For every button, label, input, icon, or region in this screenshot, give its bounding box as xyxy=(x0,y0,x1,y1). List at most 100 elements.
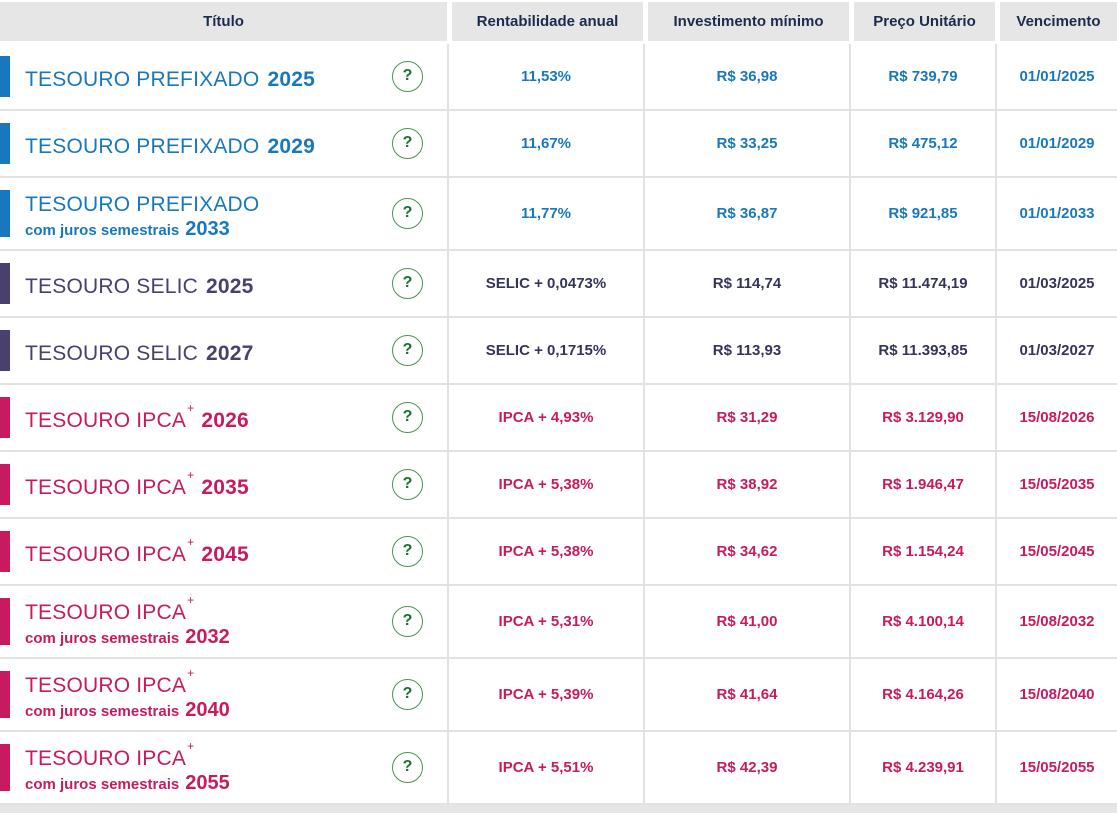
table-header: Título Rentabilidade anual Investimento … xyxy=(0,0,1117,44)
bond-color-bar xyxy=(0,598,10,645)
bond-title-cell[interactable]: TESOURO SELIC 2027 ? xyxy=(0,318,447,383)
table-row: TESOURO IPCA+ com juros semestrais 2055 ?… xyxy=(0,732,1117,805)
annual-rate-cell: 11,67% xyxy=(447,111,643,176)
bond-year: 2033 xyxy=(185,217,230,240)
min-investment-cell: R$ 114,74 xyxy=(643,251,849,316)
bond-name: TESOURO SELIC 2027 xyxy=(25,341,254,365)
annual-rate-cell: IPCA + 5,51% xyxy=(447,732,643,803)
maturity-cell: 01/01/2025 xyxy=(995,44,1117,109)
maturity-cell: 15/08/2026 xyxy=(995,385,1117,450)
maturity-cell: 15/05/2055 xyxy=(995,732,1117,803)
bond-title-cell[interactable]: TESOURO IPCA+ com juros semestrais 2040 ? xyxy=(0,659,447,730)
maturity-cell: 01/01/2029 xyxy=(995,111,1117,176)
unit-price-cell: R$ 1.946,47 xyxy=(849,452,995,517)
bond-name-superscript: + xyxy=(187,534,195,549)
bond-name-superscript: + xyxy=(187,665,195,680)
help-icon[interactable]: ? xyxy=(392,535,423,567)
bond-color-bar xyxy=(0,671,10,718)
bond-name: TESOURO IPCA+2035 xyxy=(25,467,249,499)
unit-price-cell: R$ 4.100,14 xyxy=(849,586,995,657)
bond-title-cell[interactable]: TESOURO IPCA+ com juros semestrais 2032 ? xyxy=(0,586,447,657)
min-investment-cell: R$ 42,39 xyxy=(643,732,849,803)
bond-color-bar xyxy=(0,263,10,304)
bond-subtitle: com juros semestrais 2055 xyxy=(25,771,230,794)
bond-color-bar xyxy=(0,531,10,572)
unit-price-cell: R$ 475,12 xyxy=(849,111,995,176)
bond-title-cell[interactable]: TESOURO IPCA+2026 ? xyxy=(0,385,447,450)
min-investment-cell: R$ 36,87 xyxy=(643,178,849,249)
annual-rate-cell: IPCA + 5,38% xyxy=(447,452,643,517)
table-body: TESOURO PREFIXADO 2025 ? 11,53% R$ 36,98 … xyxy=(0,44,1117,805)
annual-rate-cell: SELIC + 0,1715% xyxy=(447,318,643,383)
column-header-titulo: Título xyxy=(0,2,447,41)
unit-price-cell: R$ 1.154,24 xyxy=(849,519,995,584)
help-icon[interactable]: ? xyxy=(392,751,423,783)
min-investment-cell: R$ 36,98 xyxy=(643,44,849,109)
help-icon[interactable]: ? xyxy=(392,678,423,710)
maturity-cell: 01/03/2025 xyxy=(995,251,1117,316)
table-row: TESOURO IPCA+2045 ? IPCA + 5,38% R$ 34,6… xyxy=(0,519,1117,586)
bond-color-bar xyxy=(0,330,10,371)
bond-subtitle: com juros semestrais 2040 xyxy=(25,698,230,721)
bond-year: 2035 xyxy=(201,475,249,499)
unit-price-cell: R$ 11.393,85 xyxy=(849,318,995,383)
bond-year: 2025 xyxy=(267,67,315,91)
bond-year: 2040 xyxy=(185,698,230,721)
maturity-cell: 15/05/2035 xyxy=(995,452,1117,517)
table-row: TESOURO PREFIXADO 2025 ? 11,53% R$ 36,98 … xyxy=(0,44,1117,111)
help-icon[interactable]: ? xyxy=(392,60,423,92)
unit-price-cell: R$ 921,85 xyxy=(849,178,995,249)
bond-color-bar xyxy=(0,56,10,97)
bond-name: TESOURO IPCA+2045 xyxy=(25,534,249,566)
min-investment-cell: R$ 31,29 xyxy=(643,385,849,450)
bond-name-superscript: + xyxy=(187,467,195,482)
bond-title-cell[interactable]: TESOURO SELIC 2025 ? xyxy=(0,251,447,316)
bond-title-cell[interactable]: TESOURO IPCA+2045 ? xyxy=(0,519,447,584)
table-row: TESOURO IPCA+2026 ? IPCA + 4,93% R$ 31,2… xyxy=(0,385,1117,452)
annual-rate-cell: 11,53% xyxy=(447,44,643,109)
annual-rate-cell: IPCA + 4,93% xyxy=(447,385,643,450)
help-icon[interactable]: ? xyxy=(392,401,423,433)
bond-name: TESOURO SELIC 2025 xyxy=(25,274,254,298)
annual-rate-cell: IPCA + 5,39% xyxy=(447,659,643,730)
help-icon[interactable]: ? xyxy=(392,267,423,299)
table-row: TESOURO PREFIXADO com juros semestrais 20… xyxy=(0,178,1117,251)
annual-rate-cell: 11,77% xyxy=(447,178,643,249)
bond-name: TESOURO PREFIXADO xyxy=(25,192,260,216)
unit-price-cell: R$ 3.129,90 xyxy=(849,385,995,450)
table-row: TESOURO IPCA+ com juros semestrais 2032 ?… xyxy=(0,586,1117,659)
bond-title-cell[interactable]: TESOURO PREFIXADO 2025 ? xyxy=(0,44,447,109)
maturity-cell: 15/05/2045 xyxy=(995,519,1117,584)
bond-name-superscript: + xyxy=(187,592,195,607)
table-row: TESOURO IPCA+2035 ? IPCA + 5,38% R$ 38,9… xyxy=(0,452,1117,519)
maturity-cell: 01/03/2027 xyxy=(995,318,1117,383)
bond-title-cell[interactable]: TESOURO PREFIXADO com juros semestrais 20… xyxy=(0,178,447,249)
unit-price-cell: R$ 4.164,26 xyxy=(849,659,995,730)
bond-title-cell[interactable]: TESOURO IPCA+ com juros semestrais 2055 ? xyxy=(0,732,447,803)
help-icon[interactable]: ? xyxy=(392,127,423,159)
bond-color-bar xyxy=(0,123,10,164)
bond-year: 2029 xyxy=(267,134,315,158)
help-icon[interactable]: ? xyxy=(392,334,423,366)
bond-title-cell[interactable]: TESOURO PREFIXADO 2029 ? xyxy=(0,111,447,176)
unit-price-cell: R$ 739,79 xyxy=(849,44,995,109)
min-investment-cell: R$ 38,92 xyxy=(643,452,849,517)
column-header-rentabilidade: Rentabilidade anual xyxy=(447,2,643,41)
unit-price-cell: R$ 4.239,91 xyxy=(849,732,995,803)
bond-year: 2027 xyxy=(205,341,254,365)
annual-rate-cell: SELIC + 0,0473% xyxy=(447,251,643,316)
bond-name: TESOURO IPCA+ xyxy=(25,592,195,624)
min-investment-cell: R$ 113,93 xyxy=(643,318,849,383)
annual-rate-cell: IPCA + 5,38% xyxy=(447,519,643,584)
table-row: TESOURO PREFIXADO 2029 ? 11,67% R$ 33,25 … xyxy=(0,111,1117,178)
help-icon[interactable]: ? xyxy=(392,605,423,637)
column-header-vencimento: Vencimento xyxy=(995,2,1117,41)
bond-color-bar xyxy=(0,190,10,237)
maturity-cell: 15/08/2032 xyxy=(995,586,1117,657)
help-icon[interactable]: ? xyxy=(392,197,423,229)
help-icon[interactable]: ? xyxy=(392,468,423,500)
annual-rate-cell: IPCA + 5,31% xyxy=(447,586,643,657)
bond-year: 2055 xyxy=(185,771,230,794)
bond-title-cell[interactable]: TESOURO IPCA+2035 ? xyxy=(0,452,447,517)
table-row: TESOURO SELIC 2025 ? SELIC + 0,0473% R$ 1… xyxy=(0,251,1117,318)
